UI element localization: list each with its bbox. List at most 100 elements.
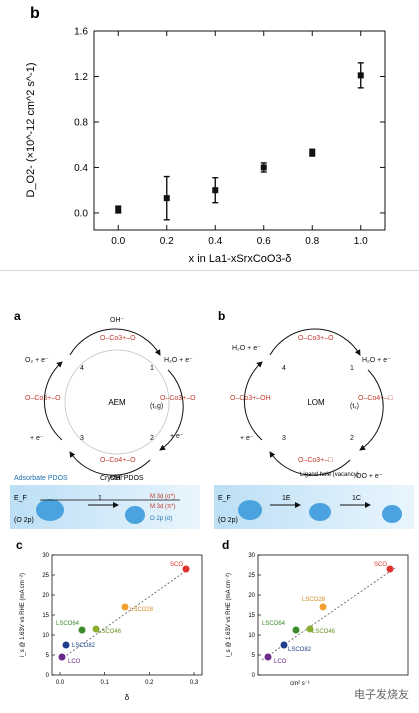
aem-level-3: O 2p (σ) <box>150 516 172 522</box>
lom-state-4: O–Co3+–OH <box>230 395 271 402</box>
panel-c-label-lco: LCO <box>68 659 81 665</box>
x-tick-label: 0.2 <box>145 680 154 686</box>
x-tick-label: 0.0 <box>56 680 65 686</box>
y-tick-label: 15 <box>248 613 255 619</box>
aem-state-3: O–Co4+–O <box>100 457 136 464</box>
lom-species-3: OO + e⁻ <box>356 473 383 480</box>
panel-c-point-lsco46 <box>92 625 100 633</box>
x-tick-label: 0.1 <box>100 680 109 686</box>
aem-arrow-top <box>69 328 161 356</box>
panel-c-point-sco <box>182 565 190 573</box>
panel-d-frame <box>257 554 409 676</box>
panel-d-label-lsco64: LSCO64 <box>262 621 286 627</box>
panel-d-label-lsco46: LSCO46 <box>312 629 336 635</box>
aem-arrow-right <box>159 369 184 451</box>
aem-species-2: H₂O + e⁻ <box>164 357 193 364</box>
panel-c-point-lsco82 <box>62 641 70 649</box>
lom-state-3: O–Co3+–□ <box>298 457 333 464</box>
y-tick-label: 10 <box>248 633 255 639</box>
top-chart-svg: b 0.0 0.2 0.4 0.6 0.8 1.0 0.0 0.4 0.8 1.2 1.6 D_O2… <box>25 5 386 265</box>
lom-o2p: (O 2p) <box>218 517 238 524</box>
aem-state-2: O–Co3+–O <box>160 395 196 402</box>
panel-label-d: d <box>222 538 229 552</box>
panel-c-fit <box>59 567 191 661</box>
panel-c-label-lsco82: LSCO82 <box>72 643 96 649</box>
data-point <box>115 206 122 213</box>
panel-label-b-mech: b <box>218 309 225 323</box>
panel-d-fit <box>261 567 396 661</box>
lom-step-4: 4 <box>282 365 286 372</box>
lom-step-3: 3 <box>282 435 286 442</box>
panel-d-ylabel: i_s @ 1.63V vs RHE (mA cm⁻²) <box>226 573 232 657</box>
panel-d-point-lsco64 <box>292 626 300 634</box>
aem-level-1: M 3d (σ*) <box>150 494 175 500</box>
lom-step-1: 1 <box>350 365 354 372</box>
lom-transition-2: 1C <box>352 495 361 502</box>
top-chart: b 0.0 0.2 0.4 0.6 0.8 1.0 0.0 0.4 0.8 1.2 1.6 D_O2… <box>0 0 419 268</box>
aem-pdos-blob <box>36 499 64 521</box>
panel-c-point-lsco28 <box>121 603 129 611</box>
y-tick-label: 30 <box>42 553 49 559</box>
panel-d-point-lsco82 <box>280 641 288 649</box>
aem-step-2: 2 <box>150 435 154 442</box>
lom-label: LOM <box>307 398 325 407</box>
y-tick-label: 0 <box>46 673 50 679</box>
data-point <box>212 187 219 194</box>
y-tick-label: 0.0 <box>74 208 88 219</box>
aem-state-1: O–Co3+–O <box>100 335 136 342</box>
aem-species-1: OH⁻ <box>110 317 125 324</box>
aem-step-3: 3 <box>80 435 84 442</box>
panel-d-point-lsco28 <box>319 603 327 611</box>
aem-species-4: OH⁻ <box>110 475 125 482</box>
panel-c-label-lsco46: LSCO46 <box>98 629 122 635</box>
mechanism-svg: a AEM O–Co3+–O O–Co3+–O O–Co4+–O O–Co3+–… <box>10 309 414 529</box>
aem-level-2: M 3d (π*) <box>150 504 175 510</box>
lom-state-1: O–Co3+–O <box>298 335 334 342</box>
panel-c-xlabel: δ <box>125 693 130 702</box>
lom-pdos-blob-1 <box>238 500 262 520</box>
y-tick-label: 20 <box>42 593 49 599</box>
y-tick-label: 30 <box>248 553 255 559</box>
aem-ef: E_F <box>14 495 27 502</box>
y-tick-label: 25 <box>42 573 49 579</box>
x-tick-label: 0.8 <box>305 236 319 247</box>
panel-c-point-lco <box>58 653 66 661</box>
lom-transition-1: 1E <box>282 495 291 502</box>
aem-species-6: O₂ + e⁻ <box>25 357 49 364</box>
y-tick-label: 5 <box>252 653 256 659</box>
lom-pdos-blob-3 <box>382 505 402 523</box>
panel-d-xlabel: cm² s⁻¹ <box>290 681 310 687</box>
panel-c-frame <box>51 554 203 676</box>
y-tick-label: 20 <box>248 593 255 599</box>
panel-label-b-top: b <box>30 5 40 22</box>
lom-ligand-note: Ligand hole (vacancy) <box>300 472 359 478</box>
aem-step-4: 4 <box>80 365 84 372</box>
panel-label-c: c <box>16 538 23 552</box>
aem-pdos-right: Crystal PDOS <box>100 475 144 482</box>
lom-step-2: 2 <box>350 435 354 442</box>
x-tick-label: 0.4 <box>208 236 222 247</box>
lom-arrow-left <box>243 361 263 441</box>
aem-arrow-left <box>43 361 63 441</box>
lom-arrow-bottom <box>269 451 351 476</box>
panel-c-point-lsco64 <box>78 626 86 634</box>
panel-d-ticks: 0 5 10 15 20 25 30 <box>248 553 261 679</box>
panel-d-label-lsco82: LSCO82 <box>288 647 312 653</box>
data-point <box>260 164 267 171</box>
lom-pdos-blob-2 <box>309 503 331 521</box>
panel-d-label-lsco28: LSCO28 <box>302 597 326 603</box>
panel-d-point-lco <box>264 653 272 661</box>
panel-c-ylabel: i_s @ 1.63V vs RHE (mA cm⁻²) <box>20 573 26 657</box>
lom-ef: E_F <box>218 495 231 502</box>
aem-label: AEM <box>108 398 126 407</box>
x-tick-label: 0.2 <box>160 236 174 247</box>
aem-transition: 1 <box>98 495 102 502</box>
panel-c-label-lsco28: LSCO28 <box>130 607 154 613</box>
y-tick-label: 25 <box>248 573 255 579</box>
panel-c-ticks: 0 5 10 15 20 25 30 0.0 0.1 0.2 0.3 <box>42 553 199 686</box>
point-group <box>115 62 364 221</box>
panel-d-point-sco <box>386 565 394 573</box>
y-tick-label: 0.8 <box>74 117 88 128</box>
x-axis-label: x in La1-xSrxCoO3-δ <box>189 253 292 265</box>
aem-pdos-blob-2 <box>125 506 145 524</box>
